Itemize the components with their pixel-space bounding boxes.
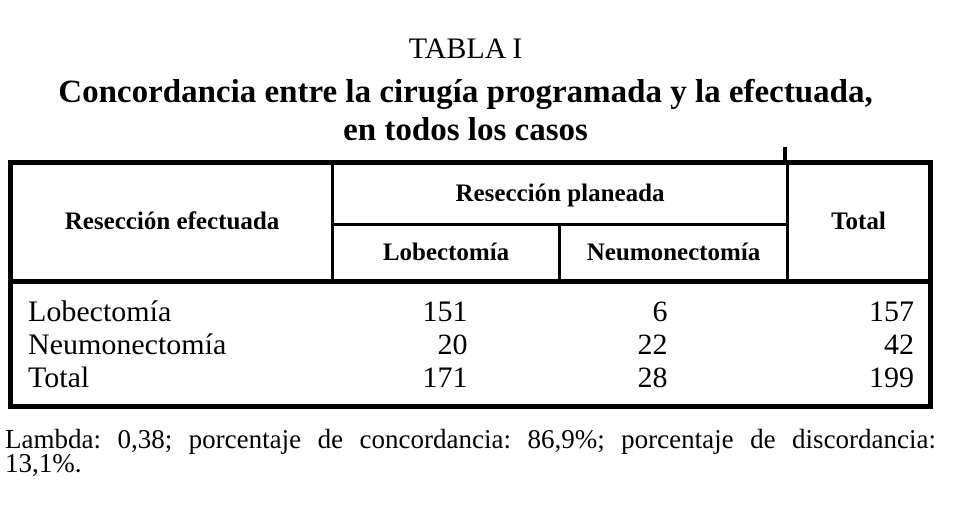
footnote-line-1: Lambda: 0,38; porcentaje de concordancia…: [5, 424, 936, 454]
table-subtitle: Concordancia entre la cirugía programada…: [8, 73, 923, 149]
cell-value: 42: [884, 328, 914, 361]
cell-value: 22: [637, 328, 668, 361]
concordance-table: Resección efectuada Resección planeada T…: [8, 160, 933, 409]
table-row-total: Total 171 28 199: [11, 361, 931, 407]
table-subtitle-line-1: Concordancia entre la cirugía programada…: [58, 74, 873, 110]
header-cell-total: Total: [787, 162, 931, 284]
table-footnote: Lambda: 0,38; porcentaje de concordancia…: [5, 424, 936, 478]
table-body: Lobectomía 151 6 157 Neumonectomía 20 22…: [11, 282, 931, 407]
scan-artifact-tick: [783, 147, 787, 162]
row-label: Total: [28, 361, 90, 394]
cell-value: 151: [422, 295, 468, 328]
cell-value: 20: [437, 328, 468, 361]
cell-value: 157: [869, 295, 914, 328]
table-row-neumonectomia: Neumonectomía 20 22 42: [11, 328, 931, 361]
table-caption: TABLA I: [408, 32, 523, 65]
table-row-lobectomia: Lobectomía 151 6 157: [11, 282, 931, 329]
row-label: Neumonectomía: [28, 328, 227, 361]
cell-value: 6: [652, 295, 668, 328]
cell-value: 199: [869, 361, 914, 394]
row-label: Lobectomía: [28, 295, 172, 328]
cell-value: 171: [422, 361, 468, 394]
footnote-line-2: 13,1%.: [5, 448, 82, 478]
header-cell-neumonectomia: Neumonectomía: [559, 224, 789, 284]
table-header: Resección efectuada Resección planeada T…: [10, 162, 931, 284]
header-cell-reseccion-efectuada: Resección efectuada: [10, 162, 334, 284]
table-subtitle-line-2: en todos los casos: [343, 112, 588, 148]
cell-value: 28: [637, 361, 668, 394]
header-cell-lobectomia: Lobectomía: [332, 224, 561, 284]
header-cell-reseccion-planeada: Resección planeada: [332, 162, 789, 226]
